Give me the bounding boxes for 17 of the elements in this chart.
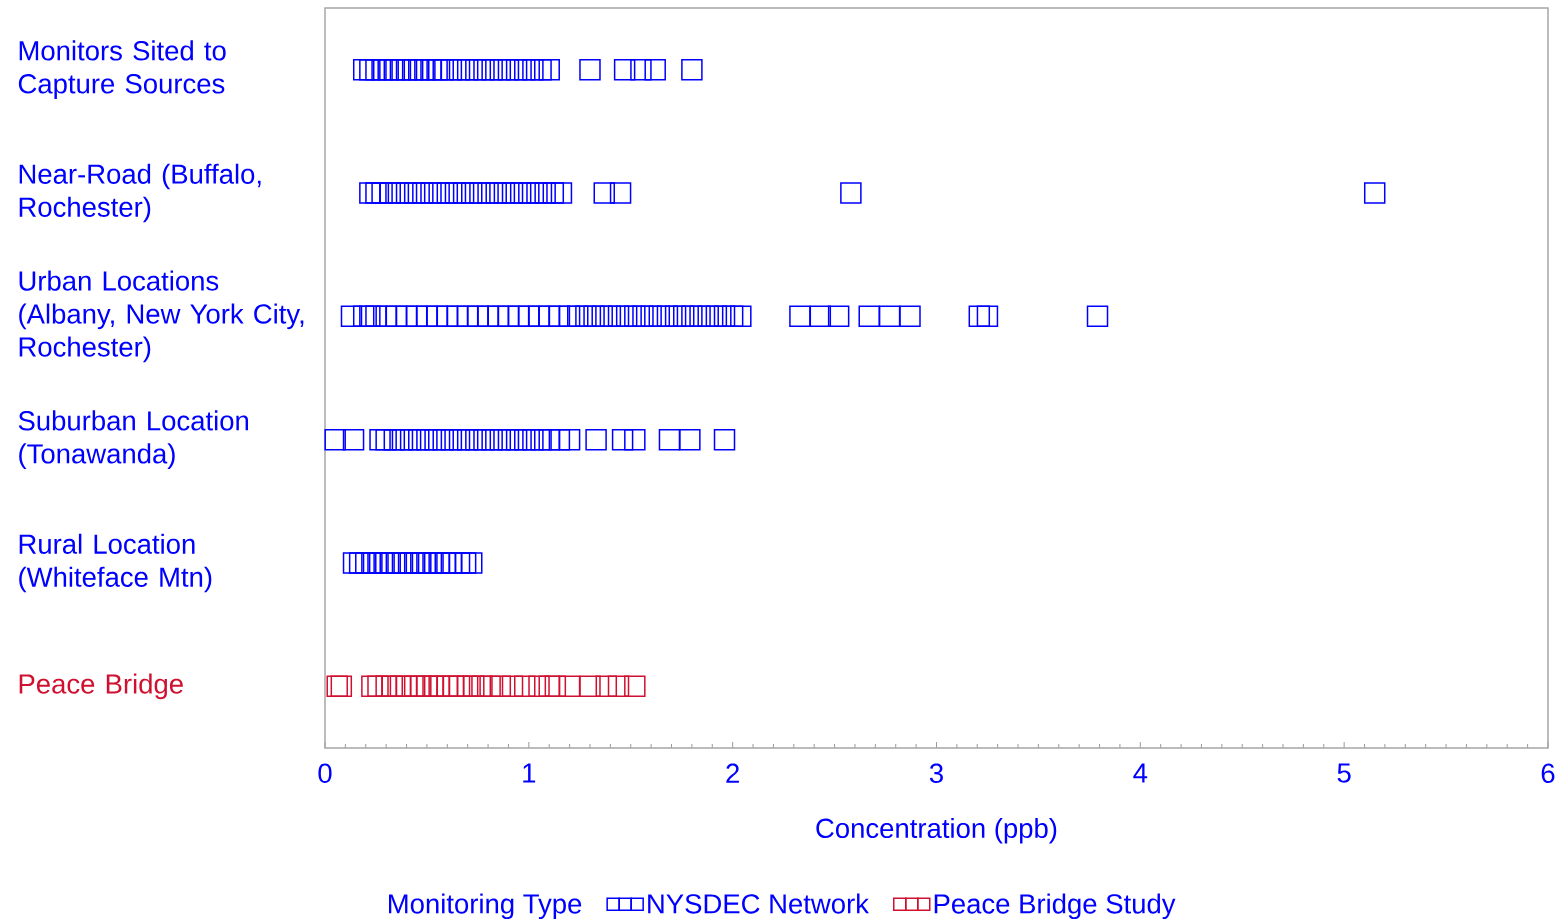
legend-label: NYSDEC Network: [648, 893, 869, 914]
x-axis-title: Concentration (ppb): [816, 817, 1057, 844]
y-tick-label: Monitors Sited to Capture Sources: [18, 40, 226, 99]
y-tick-label: Rural Location (Whiteface Mtn): [19, 533, 212, 593]
legend-title: Monitoring Type: [389, 893, 582, 920]
y-tick-label: Urban Locations (Albany, New York City, Rochester): [19, 270, 304, 363]
legend-label: Peace Bridge Study: [934, 893, 1176, 920]
y-tick-label: Suburban Location (Tonawanda): [18, 410, 249, 469]
y-tick-label: Near-Road (Buffalo, Rochester): [19, 163, 261, 223]
x-tick-label: 1: [523, 763, 536, 783]
x-tick-label: 2: [726, 763, 739, 783]
x-tick-label: 4: [1133, 763, 1148, 783]
x-tick-label: 3: [929, 763, 943, 784]
x-tick-label: 0: [318, 763, 332, 784]
x-tick-label: 6: [1541, 763, 1555, 784]
y-tick-label: Peace Bridge: [19, 673, 183, 700]
x-tick-label: 5: [1337, 763, 1351, 783]
